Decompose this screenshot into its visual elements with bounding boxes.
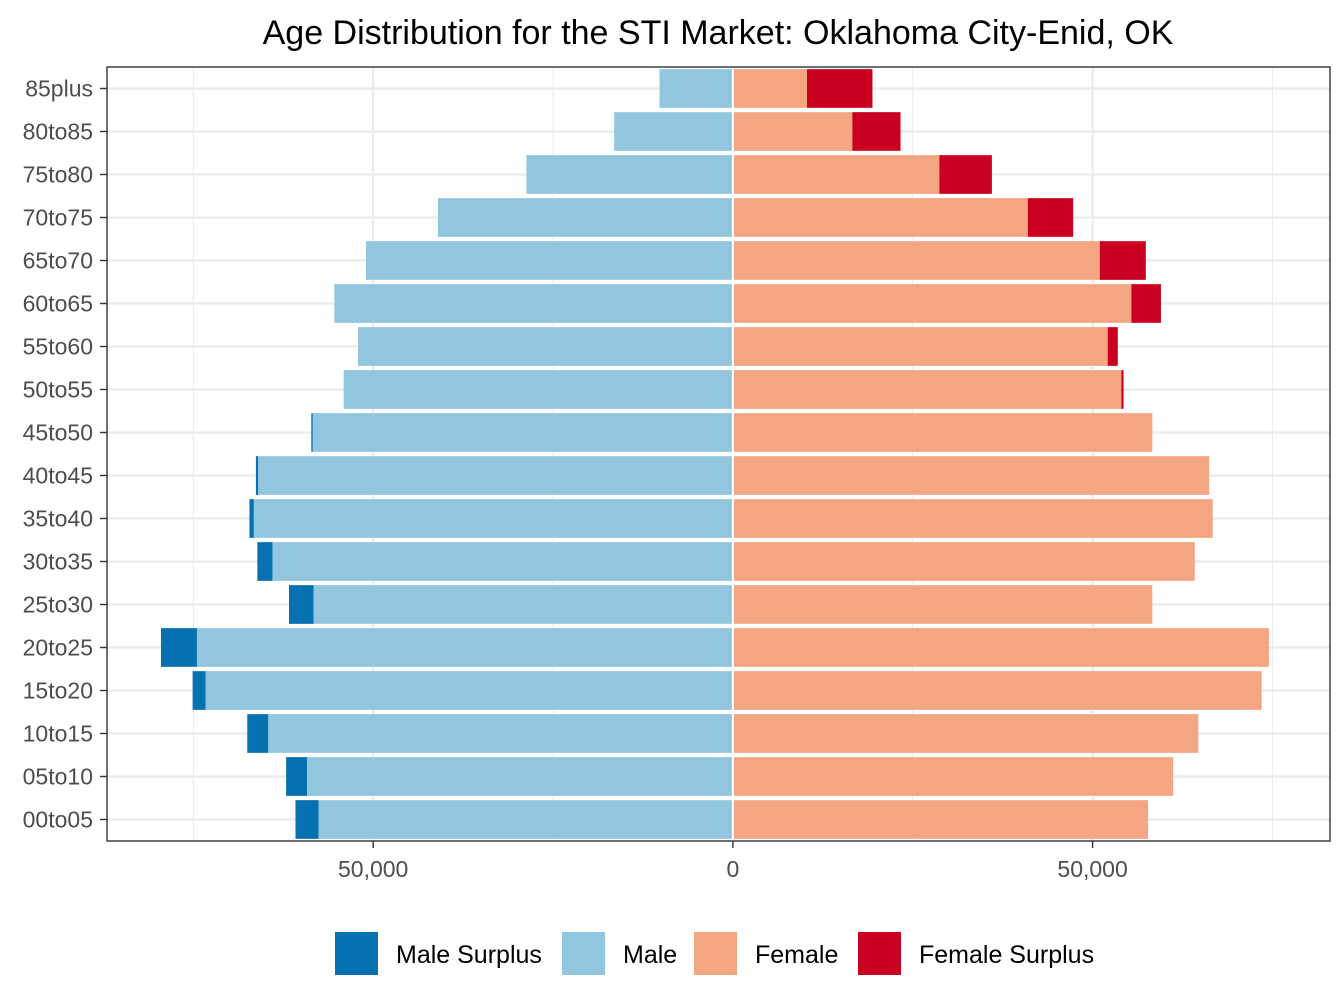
bar-male-45to50 [312,413,733,452]
y-tick-label: 05to10 [23,764,93,790]
bar-male-80to85 [614,112,733,151]
bar-male-surplus-10to15 [247,714,269,753]
bar-female-surplus-75to80 [939,155,992,194]
bar-male-surplus-25to30 [289,585,314,624]
bar-male-surplus-05to10 [286,757,307,796]
bar-female-30to35 [732,542,1195,581]
bar-female-10to15 [732,714,1199,753]
bar-male-55to60 [358,327,733,366]
bar-male-surplus-35to40 [249,499,254,538]
bar-female-00to05 [732,800,1148,839]
bar-male-85plus [659,69,733,108]
bar-female-surplus-85plus [806,69,873,108]
x-tick-label: 0 [726,856,739,882]
y-tick-label: 25to30 [23,592,93,618]
panel-border [106,66,1331,842]
y-tick-label: 55to60 [23,334,93,360]
bar-male-25to30 [313,585,733,624]
bar-female-surplus-70to75 [1027,198,1074,237]
bar-female-surplus-60to65 [1131,284,1161,323]
y-tick-label: 35to40 [23,506,93,532]
legend-label: Male Surplus [396,941,542,969]
bar-male-surplus-15to20 [192,671,206,710]
legend-label: Female Surplus [919,941,1094,969]
x-tick-label: 50,000 [1057,856,1127,882]
bar-female-80to85 [732,112,853,151]
y-tick-label: 85plus [25,76,93,102]
bar-male-surplus-20to25 [160,628,197,667]
legend-key-male [562,932,605,975]
y-tick-label: 20to25 [23,635,93,661]
bar-male-15to20 [205,671,733,710]
bar-female-25to30 [732,585,1153,624]
legend-label: Male [623,941,677,969]
y-tick-label: 60to65 [23,291,93,317]
y-tick-label: 50to55 [23,377,93,403]
y-tick-label: 15to20 [23,678,93,704]
y-tick-label: 80to85 [23,119,93,145]
y-tick-label: 45to50 [23,420,93,446]
bar-female-05to10 [732,757,1174,796]
bar-female-surplus-55to60 [1107,327,1118,366]
bar-female-40to45 [732,456,1210,495]
bar-female-55to60 [732,327,1108,366]
bar-male-65to70 [365,241,733,280]
legend-key-male-surplus [335,932,378,975]
bar-male-20to25 [196,628,733,667]
bar-female-75to80 [732,155,940,194]
legend-label: Female [755,941,838,969]
bar-female-65to70 [732,241,1100,280]
bar-male-10to15 [268,714,733,753]
y-tick-label: 70to75 [23,205,93,231]
y-tick-label: 40to45 [23,463,93,489]
x-tick-label: 50,000 [338,856,408,882]
y-tick-label: 30to35 [23,549,93,575]
bar-male-70to75 [437,198,733,237]
bars [160,67,1269,841]
bar-female-15to20 [732,671,1262,710]
bar-female-20to25 [732,628,1269,667]
bar-female-35to40 [732,499,1213,538]
bar-female-50to55 [732,370,1122,409]
bar-female-surplus-50to55 [1121,370,1124,409]
bar-male-60to65 [334,284,733,323]
bar-male-surplus-45to50 [311,413,313,452]
bar-male-35to40 [253,499,733,538]
bar-male-05to10 [306,757,733,796]
legend-key-female-surplus [858,932,901,975]
bar-female-45to50 [732,413,1153,452]
bar-male-surplus-00to05 [295,800,319,839]
bar-male-00to05 [318,800,733,839]
bar-male-40to45 [258,456,733,495]
bar-male-50to55 [343,370,733,409]
bar-female-60to65 [732,284,1132,323]
bar-female-70to75 [732,198,1028,237]
bar-female-surplus-65to70 [1099,241,1146,280]
bar-male-surplus-40to45 [255,456,259,495]
y-tick-label: 75to80 [23,162,93,188]
panel-background [107,67,1330,841]
bar-female-surplus-80to85 [852,112,901,151]
bar-female-85plus [732,69,807,108]
legend-key-female [694,932,737,975]
chart-title: Age Distribution for the STI Market: Okl… [263,14,1174,52]
legend: Male Surplus Male Female Female Surplus [335,932,1094,975]
bar-male-surplus-30to35 [257,542,273,581]
bar-male-30to35 [272,542,733,581]
bar-male-75to80 [526,155,733,194]
y-tick-label: 65to70 [23,248,93,274]
axes: 00to05 05to10 10to15 15to20 20to25 25to30 30to… [23,76,1128,883]
y-tick-label: 00to05 [23,807,93,833]
y-tick-label: 10to15 [23,721,93,747]
